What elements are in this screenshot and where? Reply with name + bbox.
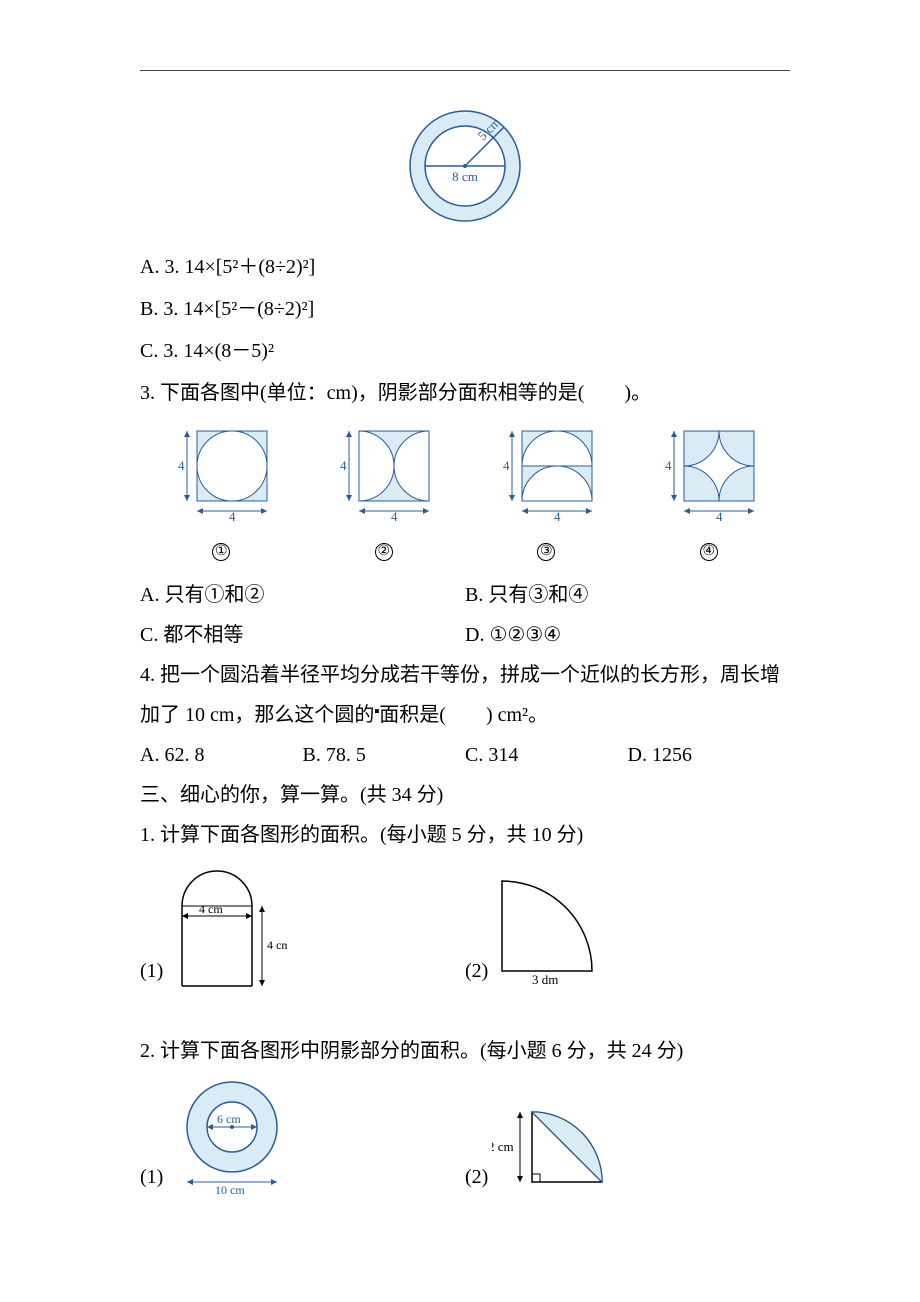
inner-diameter-label: 8 cm bbox=[452, 169, 478, 184]
q4-option-a: A. 62. 8 bbox=[140, 735, 303, 775]
section3-q2-stem: 2. 计算下面各图形中阴影部分的面积。(每小题 6 分，共 24 分) bbox=[140, 1031, 790, 1071]
q3-option-b: B. 只有③和④ bbox=[465, 575, 790, 615]
q4-option-b: B. 78. 5 bbox=[303, 735, 466, 775]
q3-stem: 3. 下面各图中(单位：cm)，阴影部分面积相等的是( )。 bbox=[140, 373, 790, 413]
svg-text:4: 4 bbox=[665, 458, 672, 473]
s3-q1-fig1: 4 cm 4 cm bbox=[167, 861, 287, 991]
q3-option-d: D. ①②③④ bbox=[465, 615, 790, 655]
q3-fig2: 4 4 bbox=[331, 421, 436, 521]
s3-q2-label-2: (2) bbox=[465, 1157, 488, 1197]
q4-options: A. 62. 8 B. 78. 5 C. 314 D. 1256 bbox=[140, 735, 790, 775]
q2-option-c: C. 3. 14×(8－5)² bbox=[140, 331, 790, 371]
section3-q1-stem: 1. 计算下面各图形的面积。(每小题 5 分，共 10 分) bbox=[140, 815, 790, 855]
q4-option-d: D. 1256 bbox=[628, 735, 791, 775]
s3-q2-fig1: 6 cm 10 cm bbox=[167, 1077, 307, 1197]
svg-text:4: 4 bbox=[340, 458, 347, 473]
q3-label-2: ② bbox=[375, 543, 393, 561]
q3-label-1: ① bbox=[212, 543, 230, 561]
ring-figure-wrap: 5 cm 8 cm bbox=[140, 101, 790, 245]
svg-text:4: 4 bbox=[229, 509, 236, 521]
page-divider bbox=[140, 70, 790, 71]
ring-svg: 5 cm 8 cm bbox=[395, 101, 535, 231]
svg-text:4: 4 bbox=[716, 509, 723, 521]
svg-text:4: 4 bbox=[391, 509, 398, 521]
q4-stem-p2: 面积是( ) cm²。 bbox=[379, 704, 548, 726]
s3-q1-label-1: (1) bbox=[140, 951, 163, 991]
s3-q2-figs: (1) 6 cm 10 cm (2) bbox=[140, 1077, 790, 1197]
q3-fig3: 4 4 bbox=[494, 421, 599, 521]
svg-text:6 cm: 6 cm bbox=[217, 1112, 241, 1126]
svg-text:3 dm: 3 dm bbox=[532, 972, 558, 987]
q3-figures: 4 4 ① 4 4 ② bbox=[140, 421, 790, 567]
q2-option-a: A. 3. 14×[5²＋(8÷2)²] bbox=[140, 247, 790, 287]
svg-text:4 cm: 4 cm bbox=[267, 938, 287, 952]
q4-stem: 4. 把一个圆沿着半径平均分成若干等份，拼成一个近似的长方形，周长增加了 10 … bbox=[140, 655, 790, 735]
s3-q2-fig2: 2 cm bbox=[492, 1097, 642, 1197]
svg-text:10 cm: 10 cm bbox=[215, 1183, 245, 1197]
q4-option-c: C. 314 bbox=[465, 735, 628, 775]
svg-text:4: 4 bbox=[503, 458, 510, 473]
svg-text:4: 4 bbox=[554, 509, 561, 521]
s3-q2-label-1: (1) bbox=[140, 1157, 163, 1197]
q3-fig4: 4 4 bbox=[656, 421, 761, 521]
section3-title: 三、细心的你，算一算。(共 34 分) bbox=[140, 775, 790, 815]
s3-q1-label-2: (2) bbox=[465, 951, 488, 991]
s3-q1-figs: (1) 4 cm 4 cm (2) bbox=[140, 861, 790, 991]
q3-fig1: 4 4 bbox=[169, 421, 274, 521]
svg-text:4 cm: 4 cm bbox=[199, 902, 223, 916]
q3-option-c: C. 都不相等 bbox=[140, 615, 465, 655]
svg-text:2 cm: 2 cm bbox=[492, 1139, 514, 1154]
s3-q1-fig2: 3 dm bbox=[492, 871, 622, 991]
q3-option-a: A. 只有①和② bbox=[140, 575, 465, 615]
q3-label-4: ④ bbox=[700, 543, 718, 561]
svg-text:4: 4 bbox=[178, 458, 185, 473]
q3-label-3: ③ bbox=[537, 543, 555, 561]
q2-option-b: B. 3. 14×[5²－(8÷2)²] bbox=[140, 289, 790, 329]
q3-options: A. 只有①和② B. 只有③和④ C. 都不相等 D. ①②③④ bbox=[140, 575, 790, 655]
